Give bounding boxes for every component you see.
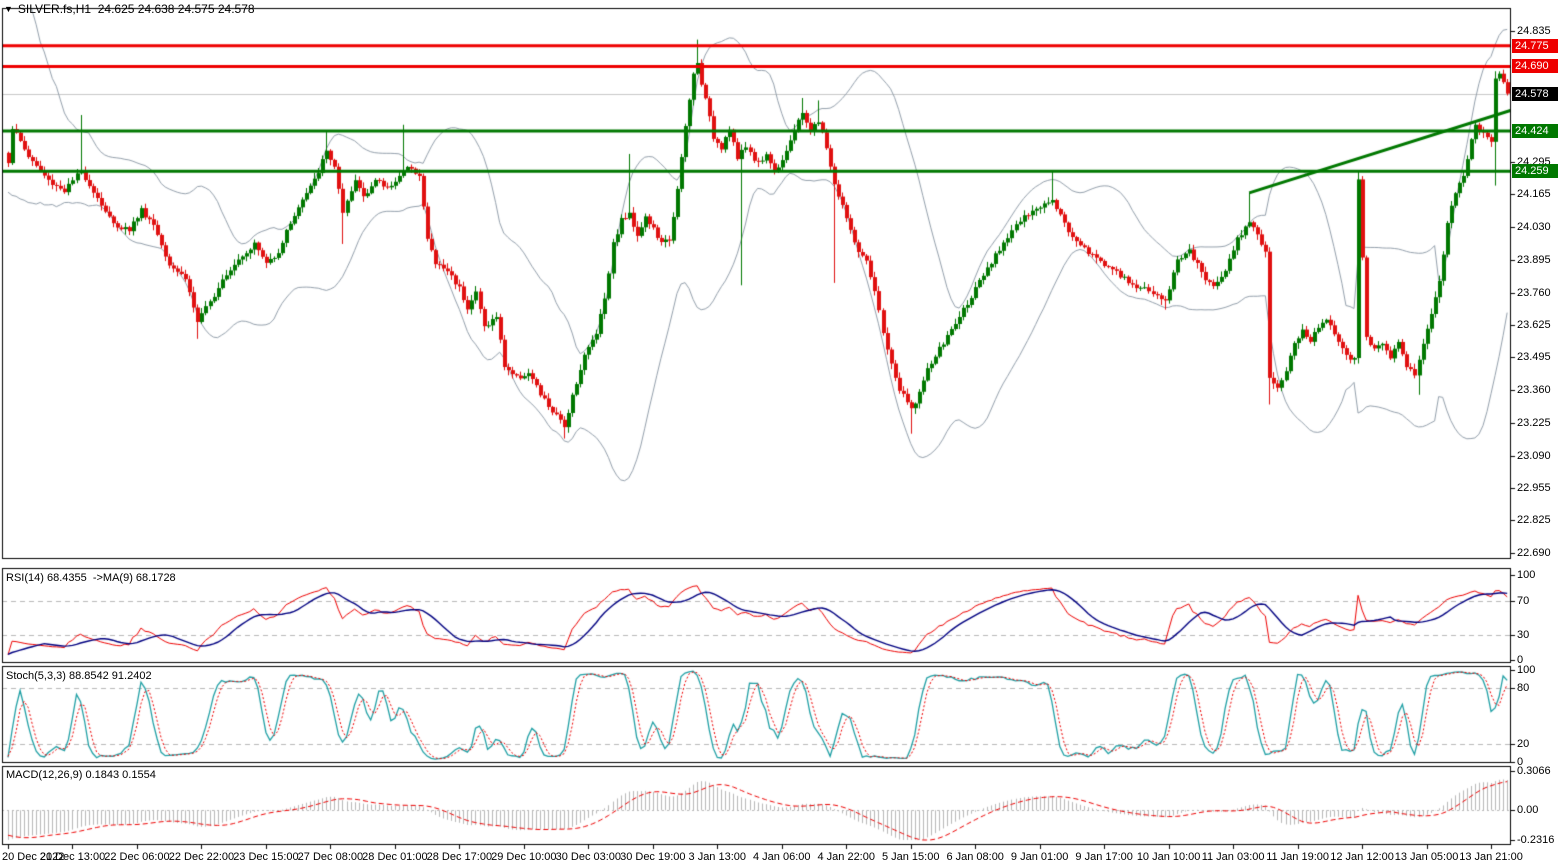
price-level-badge: 24.424 — [1512, 124, 1558, 139]
price-axis-label: 23.760 — [1517, 286, 1551, 299]
indicator-axis-label: 100 — [1517, 664, 1536, 676]
time-axis-label: 4 Jan 22:00 — [817, 851, 875, 863]
indicator-axis-label: 0.3066 — [1517, 765, 1551, 777]
price-axis-label: 24.835 — [1517, 25, 1551, 38]
price-level-badge: 24.578 — [1512, 86, 1558, 101]
ohlc-values: 24.625 24.638 24.575 24.578 — [97, 2, 255, 16]
chart-title: ▼ SILVER.fs,H1 24.625 24.638 24.575 24.57… — [4, 2, 255, 16]
time-axis-label: 23 Dec 15:00 — [233, 851, 299, 863]
rsi-label: RSI(14) 68.4355 ->MA(9) 68.1728 — [6, 572, 176, 584]
time-axis-label: 28 Dec 17:00 — [426, 851, 493, 863]
indicator-axis-label: -0.2316 — [1517, 834, 1555, 846]
price-axis-label: 24.165 — [1517, 188, 1551, 201]
time-axis-label: 22 Dec 06:00 — [104, 851, 170, 863]
macd-label: MACD(12,26,9) 0.1843 0.1554 — [6, 769, 156, 781]
indicator-axis-label: 0.00 — [1517, 804, 1539, 817]
time-axis-label: 22 Dec 22:00 — [168, 851, 235, 863]
time-axis-label: 27 Dec 08:00 — [297, 851, 364, 863]
price-axis-label: 23.895 — [1517, 253, 1551, 266]
symbol-collapse-icon[interactable]: ▼ — [4, 4, 13, 14]
price-axis-label: 22.690 — [1517, 546, 1551, 559]
price-axis-label: 23.625 — [1517, 319, 1551, 332]
time-axis-label: 3 Jan 13:00 — [688, 851, 747, 863]
time-axis-label: 11 Jan 19:00 — [1266, 851, 1329, 863]
time-axis-label: 20 Dec 2022 — [2, 851, 65, 863]
stoch-label: Stoch(5,3,3) 88.8542 91.2402 — [6, 670, 152, 682]
time-axis-label: 4 Jan 06:00 — [753, 851, 811, 863]
indicator-axis-label: 80 — [1517, 682, 1530, 695]
indicator-axis-label: 0 — [1517, 654, 1524, 666]
indicator-axis-label: 100 — [1517, 569, 1536, 581]
price-axis-label: 22.955 — [1517, 482, 1551, 495]
price-axis-label: 24.030 — [1517, 220, 1551, 233]
indicator-axis-label: 70 — [1517, 594, 1530, 607]
symbol-label: SILVER.fs,H1 — [17, 2, 92, 16]
time-axis-label: 30 Dec 03:00 — [555, 851, 622, 863]
indicator-axis-label: 0 — [1517, 756, 1524, 768]
price-axis-label: 23.225 — [1517, 416, 1551, 429]
time-axis-label: 28 Dec 01:00 — [362, 851, 428, 863]
price-axis-label: 23.090 — [1517, 449, 1551, 462]
time-axis-label: 9 Jan 17:00 — [1075, 851, 1133, 863]
indicator-axis-label: 20 — [1517, 737, 1530, 750]
time-axis-label: 5 Jan 15:00 — [881, 851, 940, 863]
price-axis-label: 22.825 — [1517, 514, 1551, 527]
time-axis-label: 13 Jan 05:00 — [1394, 851, 1459, 863]
price-axis-label: 23.360 — [1517, 383, 1551, 396]
time-axis-label: 10 Jan 10:00 — [1136, 851, 1201, 863]
time-axis-label: 11 Jan 03:00 — [1201, 851, 1265, 863]
time-axis-label: 30 Dec 19:00 — [620, 851, 686, 863]
time-axis-label: 6 Jan 08:00 — [946, 851, 1004, 863]
time-axis-label: 12 Jan 12:00 — [1330, 851, 1394, 863]
price-level-badge: 24.690 — [1512, 59, 1558, 74]
price-level-badge: 24.259 — [1512, 164, 1558, 179]
time-axis-label: 29 Dec 10:00 — [491, 851, 557, 863]
price-level-badge: 24.775 — [1512, 38, 1558, 53]
price-axis-label: 23.495 — [1517, 351, 1551, 364]
time-axis-label: 9 Jan 01:00 — [1010, 851, 1069, 863]
time-axis-label: 13 Jan 21:00 — [1459, 851, 1523, 863]
indicator-axis-label: 30 — [1517, 628, 1530, 641]
time-axis-label: 21 Dec 13:00 — [39, 851, 106, 863]
